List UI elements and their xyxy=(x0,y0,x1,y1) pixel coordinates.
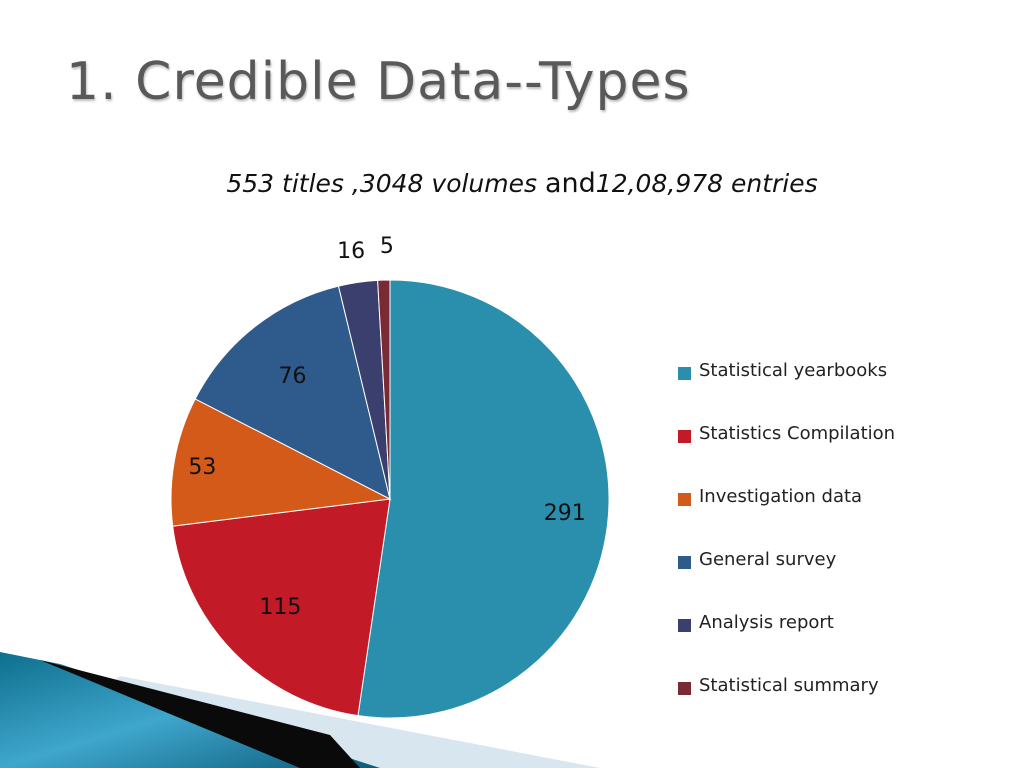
pie-slice-general-survey xyxy=(194,285,391,500)
legend-swatch xyxy=(678,556,691,569)
chart-legend: Statistical yearbooks Statistics Compilat… xyxy=(678,358,1008,736)
legend-item: Statistical yearbooks xyxy=(678,358,1008,421)
data-label-statistical-yearbooks: 291 xyxy=(544,501,586,526)
legend-swatch xyxy=(678,682,691,695)
subtitle-entries: 12,08,978 entries xyxy=(595,169,818,198)
legend-label: General survey xyxy=(699,549,837,570)
legend-swatch xyxy=(678,367,691,380)
legend-swatch xyxy=(678,493,691,506)
data-label-statistical-summary: 5 xyxy=(380,234,394,259)
data-label-statistics-compilation: 115 xyxy=(259,595,301,620)
data-label-analysis-report: 16 xyxy=(337,239,365,264)
legend-label: Statistics Compilation xyxy=(699,423,896,444)
legend-label: Investigation data xyxy=(699,486,863,507)
data-label-general-survey: 76 xyxy=(278,364,306,389)
legend-swatch xyxy=(678,619,691,632)
legend-label: Statistical yearbooks xyxy=(699,360,888,381)
legend-label: Analysis report xyxy=(699,612,834,633)
pie-slice-statistical-summary xyxy=(377,279,391,500)
legend-swatch xyxy=(678,430,691,443)
slide-title: 1. Credible Data--Types xyxy=(66,52,691,112)
legend-item: Statistical summary xyxy=(678,673,1008,736)
chart-subtitle: 553 titles ,3048 volumes and12,08,978 en… xyxy=(0,168,1024,199)
subtitle-titles: 553 titles xyxy=(226,169,344,198)
data-label-investigation-data: 53 xyxy=(188,455,216,480)
legend-item: Investigation data xyxy=(678,484,1008,547)
legend-item: Statistics Compilation xyxy=(678,421,1008,484)
subtitle-and: and xyxy=(545,168,596,199)
legend-item: Analysis report xyxy=(678,610,1008,673)
subtitle-volumes: ,3048 volumes xyxy=(343,169,545,198)
pie-slice-statistical-yearbooks xyxy=(357,279,610,719)
pie-slice-statistics-compilation xyxy=(172,498,391,717)
legend-item: General survey xyxy=(678,547,1008,610)
legend-label: Statistical summary xyxy=(699,675,879,696)
pie-slice-investigation-data xyxy=(170,398,392,527)
